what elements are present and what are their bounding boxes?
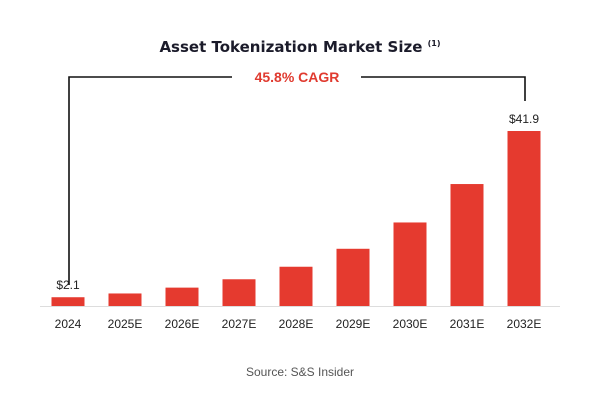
bar-2032E	[507, 131, 541, 306]
cagr-annotation: 45.8% CAGR	[255, 69, 340, 85]
bar-2024	[51, 297, 85, 306]
bar-2027E	[222, 279, 256, 306]
cagr-bracket	[68, 76, 526, 285]
x-tick-label: 2031E	[450, 317, 485, 331]
bar-2028E	[279, 266, 313, 306]
bar-2026E	[165, 287, 199, 306]
x-tick-label: 2025E	[108, 317, 143, 331]
x-tick-label: 2024	[55, 317, 82, 331]
data-label: $2.1	[56, 278, 80, 292]
x-tick-label: 2029E	[336, 317, 371, 331]
x-tick-label: 2030E	[393, 317, 428, 331]
bar-2030E	[393, 222, 427, 306]
bar-2029E	[336, 248, 370, 306]
x-tick-label: 2027E	[222, 317, 257, 331]
bar-2025E	[108, 293, 142, 306]
bar-2031E	[450, 184, 484, 306]
data-label: $41.9	[509, 112, 539, 126]
chart-title: Asset Tokenization Market Size (1)	[159, 38, 440, 56]
x-tick-label: 2028E	[279, 317, 314, 331]
x-tick-label: 2032E	[507, 317, 542, 331]
source-note: Source: S&S Insider	[246, 365, 354, 379]
x-tick-label: 2026E	[165, 317, 200, 331]
